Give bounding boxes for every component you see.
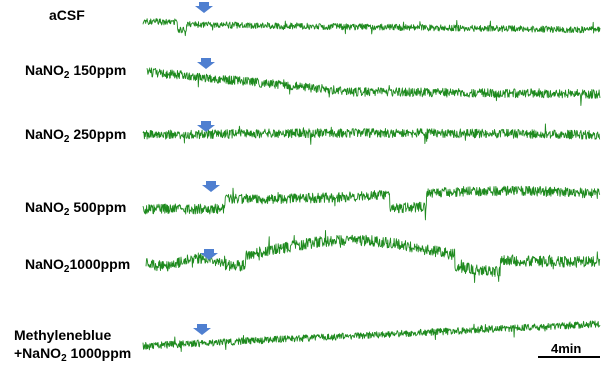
trace-label-nano2-1000ppm: NaNO21000ppm — [25, 256, 131, 275]
trace-line-3 — [142, 123, 601, 145]
stimulus-arrow-icon — [202, 181, 220, 192]
trace-label-nano2-500ppm: NaNO2 500ppm — [25, 199, 127, 218]
stimulus-arrow-icon — [197, 121, 215, 132]
stimulus-arrow-icon — [197, 58, 215, 69]
trace-label-nano2-250ppm: NaNO2 250ppm — [25, 126, 127, 145]
trace-label-methyleneblue: Methyleneblue — [14, 327, 112, 343]
scale-bar-label: 4min — [551, 341, 582, 356]
trace-line-4 — [142, 185, 601, 221]
trace-line-1 — [142, 18, 601, 37]
trace-label-acsf: aCSF — [49, 7, 85, 23]
stimulus-arrow-icon — [193, 324, 211, 335]
stimulus-arrow-icon — [195, 2, 213, 13]
trace-line-6 — [142, 320, 601, 352]
stimulus-arrow-icon — [200, 249, 218, 260]
trace-label-nano2-150ppm: NaNO2 150ppm — [25, 62, 127, 81]
trace-line-5 — [145, 230, 601, 283]
trace-label-methyleneblue-line2: +NaNO2 1000ppm — [14, 345, 132, 364]
trace-line-2 — [146, 67, 601, 106]
